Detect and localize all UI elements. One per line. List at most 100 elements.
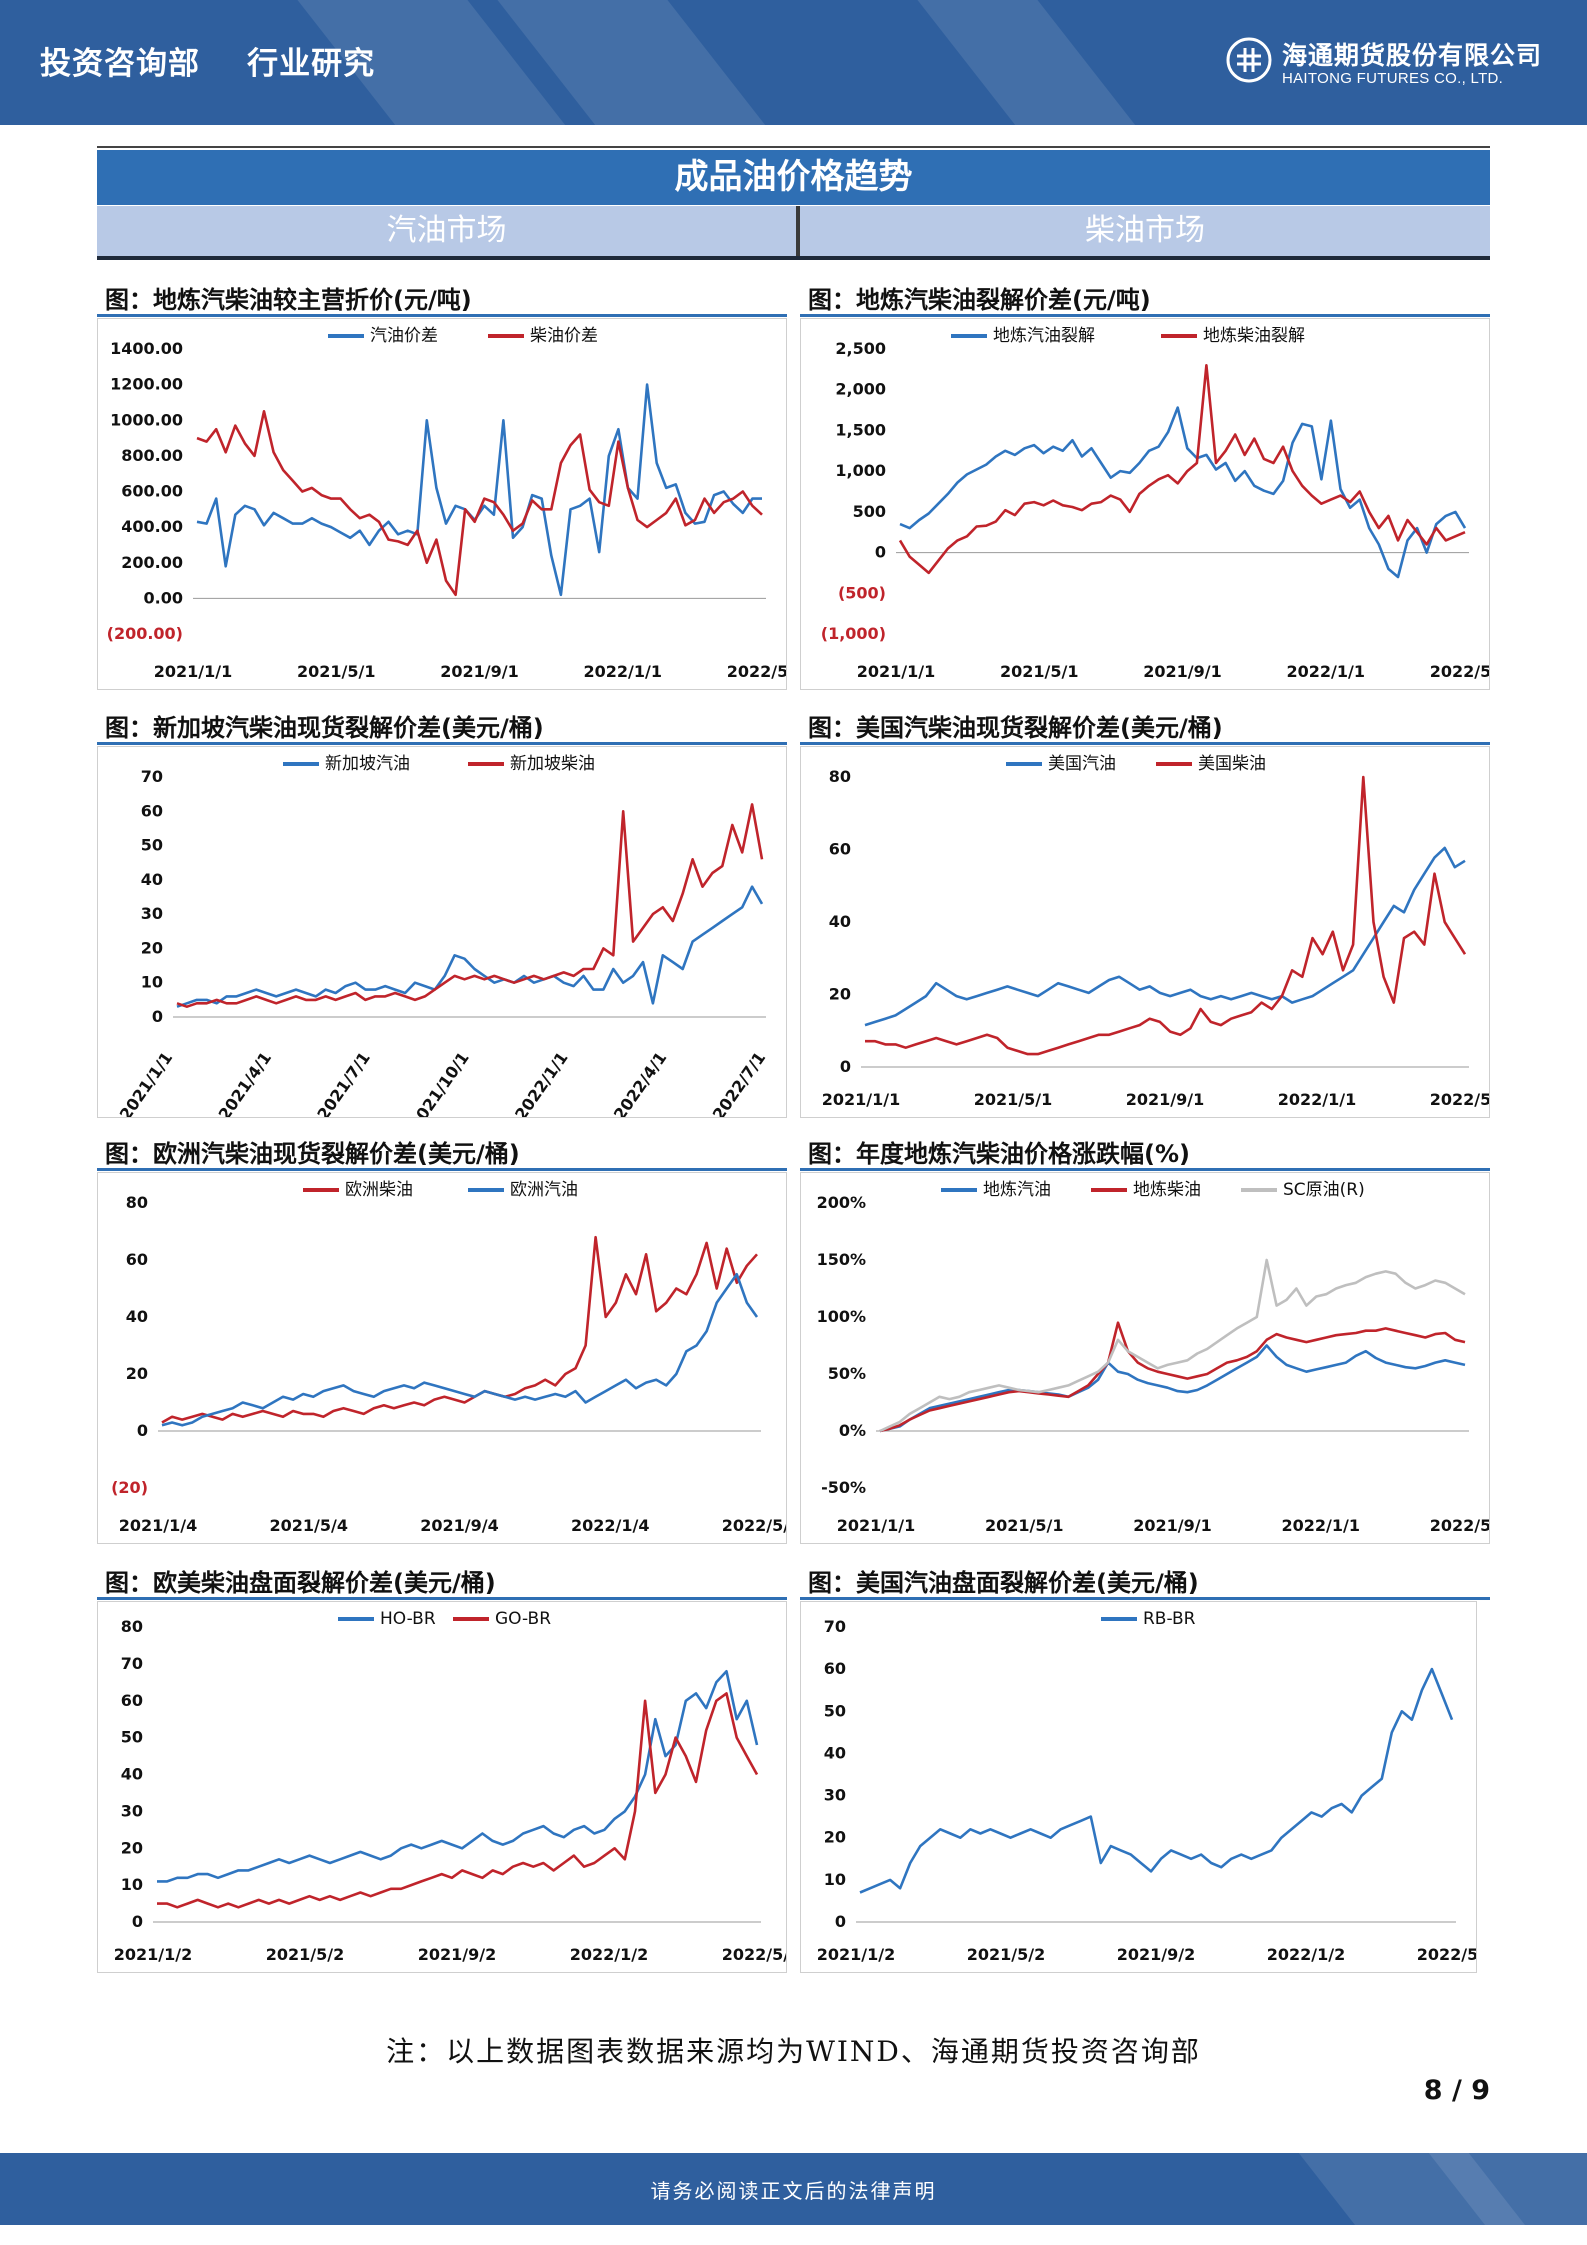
- y-tick-label: 600.00: [121, 482, 183, 501]
- x-tick-label: 2021/5/1: [1000, 662, 1078, 681]
- x-tick-label: 2021/10/1: [406, 1048, 473, 1117]
- chart-section-local-refinery-discount: 图：地炼汽柴油较主营折价(元/吨) 1400.00 1200.00 1000.00 8…: [97, 280, 787, 690]
- top-rule: [97, 146, 1490, 148]
- y-tick-label: 80: [121, 1617, 143, 1636]
- series-line: [161, 1273, 759, 1427]
- legend-label: GO-BR: [495, 1609, 551, 1629]
- y-tick-label: 50: [141, 836, 163, 855]
- y-tick-label: 10: [141, 973, 163, 992]
- y-tick-label: 20: [829, 985, 851, 1004]
- chart-title: 图：地炼汽柴油裂解价差(元/吨): [808, 286, 1151, 314]
- y-tick-label: 1000.00: [110, 410, 183, 429]
- y-tick-label: 60: [126, 1250, 148, 1269]
- y-tick-label: 60: [824, 1659, 846, 1678]
- title-rule: [97, 742, 787, 745]
- series-line: [864, 846, 1466, 1027]
- legend-label: RB-BR: [1143, 1609, 1196, 1629]
- x-tick-label: 2022/7/1: [709, 1048, 770, 1117]
- x-tick-label: 2021/1/1: [822, 1090, 900, 1109]
- chart-local-refinery-crack: 2,500 2,000 1,500 1,000 500 0 (500) (1,000) 2021…: [800, 318, 1490, 690]
- y-tick-label: -50%: [821, 1478, 866, 1497]
- x-tick-label: 2022/5/1: [1430, 662, 1489, 681]
- legend-label: SC原油(R): [1283, 1180, 1365, 1200]
- y-tick-label: 30: [141, 904, 163, 923]
- chart-section-singapore-crack: 图：新加坡汽柴油现货裂解价差(美元/桶) 70 60 50 40 30 20 10 0 2021…: [97, 708, 787, 1118]
- company-logo-icon: [1226, 37, 1272, 83]
- y-tick-label: 0%: [839, 1421, 866, 1440]
- legend-label: 地炼汽油裂解: [993, 326, 1095, 346]
- line-chart: 80 70 60 50 40 30 20 10 0 2021/1/2 2021/5/2 2021/9/…: [114, 1609, 786, 1964]
- title-rule: [97, 314, 787, 317]
- x-tick-label: 2022/1/4: [571, 1516, 649, 1535]
- x-tick-label: 2021/1/1: [857, 662, 935, 681]
- series-line: [196, 383, 762, 597]
- x-tick-label: 2021/5/2: [967, 1945, 1045, 1964]
- y-tick-label: 70: [141, 767, 163, 786]
- y-tick-label: 200.00: [121, 553, 183, 572]
- chart-title: 图：美国汽柴油现货裂解价差(美元/桶): [808, 714, 1223, 742]
- y-tick-label: 70: [824, 1617, 846, 1636]
- y-tick-label: 60: [141, 801, 163, 820]
- x-tick-label: 2022/5/2: [1417, 1945, 1476, 1964]
- x-tick-label: 2021/5/1: [974, 1090, 1052, 1109]
- x-tick-label: 2021/1/1: [154, 662, 232, 681]
- y-tick-label: 1400.00: [110, 339, 183, 358]
- title-rule: [97, 1168, 787, 1171]
- x-tick-label: 2022/1/2: [1267, 1945, 1345, 1964]
- x-tick-label: 2021/9/2: [418, 1945, 496, 1964]
- chart-section-euro-us-diesel-futures-crack: 图：欧美柴油盘面裂解价差(美元/桶) 80 70 60 50 40 30 20 10 0 2021…: [97, 1563, 787, 1975]
- x-tick-label: 2022/5/1: [1430, 1516, 1489, 1535]
- y-tick-label: (200.00): [107, 624, 183, 643]
- y-tick-label: 20: [824, 1828, 846, 1847]
- y-tick-label: 0: [840, 1057, 851, 1076]
- x-tick-label: 2022/1/1: [584, 662, 662, 681]
- y-tick-label: 20: [121, 1838, 143, 1857]
- y-tick-label: 1,000: [835, 461, 886, 480]
- legal-disclaimer: 请务必阅读正文后的法律声明: [650, 2179, 937, 2203]
- x-tick-label: 2021/1/2: [114, 1945, 192, 1964]
- subheader-diesel: 柴油市场: [800, 206, 1490, 256]
- title-rule: [800, 314, 1490, 317]
- y-tick-label: 10: [121, 1875, 143, 1894]
- chart-section-us-gasoline-futures-crack: 图：美国汽油盘面裂解价差(美元/桶) 70 60 50 40 30 20 10 0 2021/1…: [800, 1563, 1490, 1975]
- series-line: [879, 1258, 1466, 1433]
- x-tick-label: 2021/9/1: [1133, 1516, 1211, 1535]
- y-tick-label: 30: [824, 1786, 846, 1805]
- legend-label: 美国汽油: [1048, 754, 1116, 774]
- title-rule: [800, 742, 1490, 745]
- y-tick-label: 0: [132, 1912, 143, 1931]
- chart-annual-change: 200% 150% 100% 50% 0% -50% 2021/1/1 2021/5/1 202…: [800, 1172, 1490, 1544]
- x-tick-label: 2021/9/1: [440, 662, 518, 681]
- header-title: 投资咨询部 行业研究: [40, 46, 376, 82]
- y-tick-label: 200%: [817, 1193, 866, 1212]
- y-tick-label: 80: [829, 767, 851, 786]
- x-tick-label: 2022/5/1: [727, 662, 786, 681]
- chart-us-gasoline-futures-crack: 70 60 50 40 30 20 10 0 2021/1/2 2021/5/2 2021/9/2 2…: [800, 1601, 1477, 1973]
- x-tick-label: 2022/4/1: [610, 1048, 671, 1117]
- series-line: [859, 1667, 1454, 1894]
- series-line: [157, 1692, 759, 1909]
- line-chart: 70 60 50 40 30 20 10 0 2021/1/1 2021/4/1 2021/7/1 2…: [116, 754, 770, 1117]
- x-tick-label: 2021/1/2: [817, 1945, 895, 1964]
- legend-label: 地炼柴油裂解: [1203, 326, 1305, 346]
- y-tick-label: 20: [126, 1364, 148, 1383]
- page-number: 8 / 9: [1423, 2075, 1490, 2106]
- x-tick-label: 2022/1/1: [511, 1048, 572, 1117]
- legend-label: 新加坡柴油: [510, 754, 595, 774]
- y-tick-label: 1,500: [835, 420, 886, 439]
- y-tick-label: (500): [838, 583, 886, 602]
- x-tick-label: 2021/9/4: [420, 1516, 498, 1535]
- series-line: [176, 803, 764, 1009]
- y-tick-label: 50: [824, 1701, 846, 1720]
- y-tick-label: 50: [121, 1728, 143, 1747]
- x-tick-label: 2022/5/1: [1430, 1090, 1489, 1109]
- y-tick-label: 40: [121, 1765, 143, 1784]
- chart-us-spot-crack: 80 60 40 20 0 2021/1/1 2021/5/1 2021/9/1 2022/1/…: [800, 746, 1490, 1118]
- y-tick-label: 40: [126, 1307, 148, 1326]
- x-tick-label: 2021/9/1: [1126, 1090, 1204, 1109]
- y-tick-label: 0: [152, 1007, 163, 1026]
- line-chart: 1400.00 1200.00 1000.00 800.00 600.00 400.00 2…: [107, 326, 786, 681]
- series-line: [898, 363, 1466, 575]
- y-tick-label: 60: [121, 1691, 143, 1710]
- y-tick-label: 0.00: [144, 588, 183, 607]
